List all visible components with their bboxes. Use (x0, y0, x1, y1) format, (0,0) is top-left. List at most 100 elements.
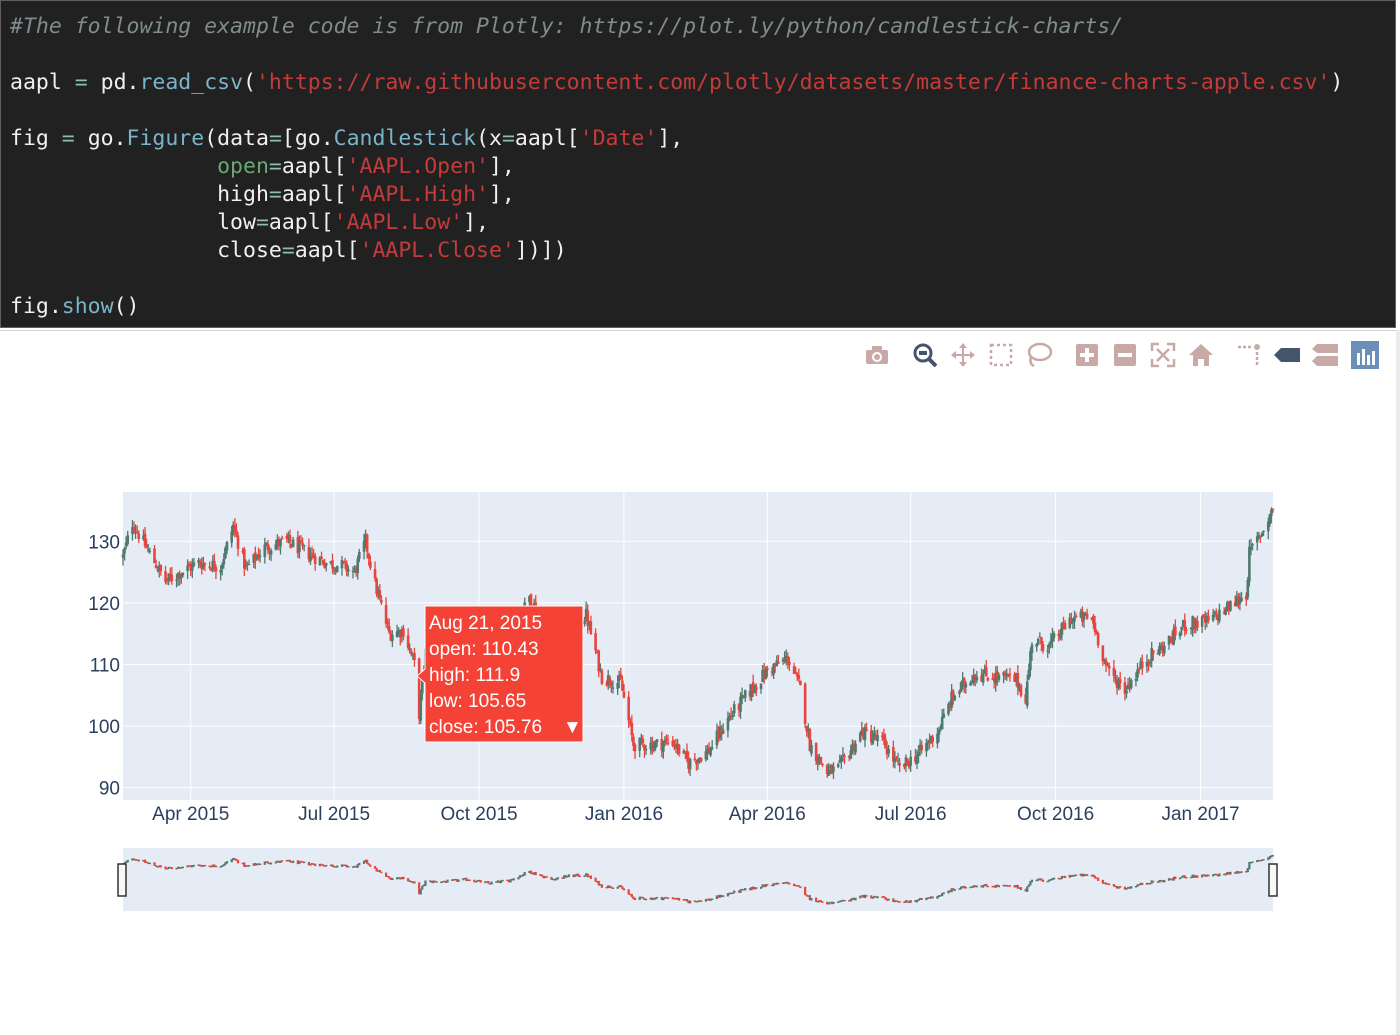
candle-increasing[interactable] (849, 744, 853, 760)
candle-decreasing[interactable] (1008, 667, 1012, 682)
candle-increasing[interactable] (917, 745, 920, 764)
candle-decreasing[interactable] (1007, 673, 1010, 678)
candle-increasing[interactable] (1038, 632, 1042, 638)
candle-decreasing[interactable] (792, 662, 796, 675)
candle-decreasing[interactable] (830, 763, 834, 775)
candle-increasing[interactable] (939, 724, 942, 732)
candle-increasing[interactable] (918, 739, 922, 756)
candle-decreasing[interactable] (869, 724, 873, 746)
candle-decreasing[interactable] (209, 567, 213, 572)
candle-decreasing[interactable] (1244, 592, 1248, 606)
candle-decreasing[interactable] (795, 672, 799, 681)
candle-increasing[interactable] (863, 723, 867, 748)
candle-decreasing[interactable] (373, 561, 377, 582)
candle-increasing[interactable] (298, 535, 301, 559)
candle-increasing[interactable] (936, 727, 939, 749)
candle-decreasing[interactable] (1192, 617, 1196, 634)
candle-increasing[interactable] (1189, 627, 1193, 635)
candle-increasing[interactable] (1048, 642, 1051, 654)
candle-increasing[interactable] (709, 746, 712, 758)
candle-decreasing[interactable] (290, 543, 293, 549)
candle-decreasing[interactable] (214, 564, 218, 580)
modebar-button-zoom[interactable] (908, 340, 942, 374)
candle-decreasing[interactable] (986, 676, 990, 682)
candle-decreasing[interactable] (168, 567, 172, 582)
candle-decreasing[interactable] (748, 683, 752, 701)
candle-decreasing[interactable] (387, 618, 391, 634)
candle-increasing[interactable] (721, 723, 725, 734)
modebar-button-box-select[interactable] (984, 340, 1018, 374)
candle-increasing[interactable] (332, 566, 336, 575)
candle-increasing[interactable] (121, 549, 125, 566)
modebar-button-hover-compare[interactable] (1308, 340, 1342, 374)
candle-decreasing[interactable] (684, 751, 687, 760)
candle-increasing[interactable] (287, 531, 290, 544)
candle-decreasing[interactable] (641, 735, 645, 748)
candle-increasing[interactable] (970, 674, 974, 685)
candle-increasing[interactable] (192, 558, 196, 568)
candle-decreasing[interactable] (751, 674, 755, 697)
candle-increasing[interactable] (937, 726, 941, 743)
candle-increasing[interactable] (1218, 603, 1221, 624)
candle-decreasing[interactable] (1104, 657, 1108, 672)
rangeslider-handle-left[interactable] (117, 863, 127, 897)
candle-increasing[interactable] (1156, 649, 1160, 655)
candle-decreasing[interactable] (1271, 508, 1275, 513)
candle-decreasing[interactable] (973, 673, 977, 687)
candle-increasing[interactable] (411, 653, 415, 660)
candle-decreasing[interactable] (799, 680, 802, 686)
candle-increasing[interactable] (731, 710, 734, 720)
candle-increasing[interactable] (197, 557, 200, 569)
candle-decreasing[interactable] (898, 757, 901, 773)
candle-decreasing[interactable] (189, 561, 193, 577)
candle-decreasing[interactable] (803, 682, 807, 729)
candle-increasing[interactable] (915, 749, 919, 770)
candle-increasing[interactable] (224, 545, 227, 560)
candle-decreasing[interactable] (685, 743, 689, 763)
candle-increasing[interactable] (617, 670, 621, 689)
candle-decreasing[interactable] (1227, 600, 1231, 616)
candle-decreasing[interactable] (1174, 619, 1177, 641)
candle-increasing[interactable] (606, 669, 610, 690)
candle-increasing[interactable] (969, 680, 972, 686)
candle-decreasing[interactable] (243, 546, 246, 577)
candle-increasing[interactable] (743, 689, 747, 702)
candle-increasing[interactable] (274, 539, 278, 551)
candle-decreasing[interactable] (159, 564, 163, 576)
candle-decreasing[interactable] (821, 762, 824, 767)
candle-increasing[interactable] (400, 626, 404, 643)
candle-increasing[interactable] (335, 565, 339, 573)
candle-decreasing[interactable] (145, 538, 148, 549)
candle-decreasing[interactable] (600, 668, 604, 686)
candle-decreasing[interactable] (920, 740, 923, 754)
candle-decreasing[interactable] (777, 654, 780, 664)
candle-increasing[interactable] (781, 657, 785, 665)
candle-increasing[interactable] (896, 752, 900, 766)
candle-increasing[interactable] (146, 543, 150, 553)
candle-decreasing[interactable] (1019, 683, 1023, 698)
candle-increasing[interactable] (395, 624, 399, 638)
candle-decreasing[interactable] (312, 548, 315, 559)
candle-increasing[interactable] (202, 556, 205, 570)
candle-decreasing[interactable] (1070, 612, 1073, 625)
candle-decreasing[interactable] (687, 751, 690, 774)
candle-decreasing[interactable] (586, 604, 590, 634)
candle-decreasing[interactable] (1170, 630, 1174, 645)
candle-increasing[interactable] (1249, 538, 1253, 556)
candle-increasing[interactable] (1248, 539, 1251, 587)
candle-increasing[interactable] (940, 709, 944, 730)
candle-decreasing[interactable] (417, 657, 421, 725)
candle-decreasing[interactable] (843, 753, 846, 764)
candle-decreasing[interactable] (962, 677, 966, 693)
candle-increasing[interactable] (1238, 592, 1242, 611)
candle-increasing[interactable] (715, 723, 719, 749)
candle-increasing[interactable] (873, 726, 876, 741)
candle-increasing[interactable] (1073, 610, 1076, 629)
candle-increasing[interactable] (324, 562, 328, 572)
candle-increasing[interactable] (639, 733, 643, 745)
candle-increasing[interactable] (764, 666, 768, 680)
candle-increasing[interactable] (655, 739, 659, 747)
candle-increasing[interactable] (302, 544, 306, 552)
candle-decreasing[interactable] (825, 763, 829, 778)
candle-increasing[interactable] (644, 744, 648, 756)
